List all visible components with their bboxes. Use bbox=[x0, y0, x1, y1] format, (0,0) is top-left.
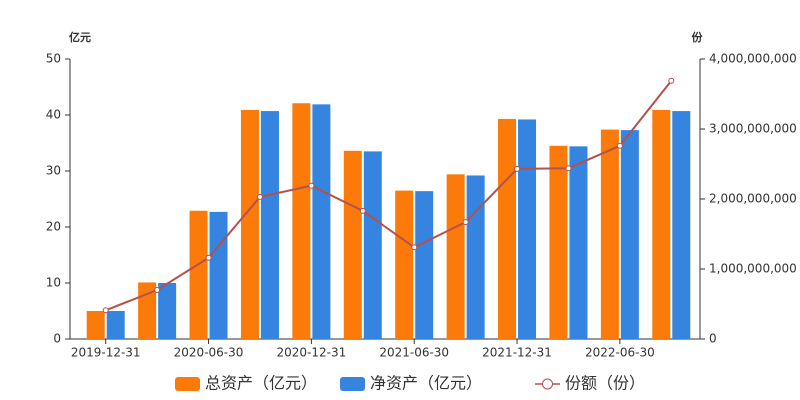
bar bbox=[518, 119, 537, 339]
x-tick-label: 2020-12-31 bbox=[277, 346, 347, 360]
line-point bbox=[668, 77, 675, 84]
bar bbox=[189, 210, 208, 339]
bar bbox=[446, 174, 465, 339]
bar bbox=[652, 109, 671, 340]
y-tick-label: 30 bbox=[46, 164, 61, 178]
bar bbox=[672, 111, 691, 339]
y2-tick-label: 2,000,000,000 bbox=[709, 192, 797, 206]
bar bbox=[312, 104, 331, 339]
bar bbox=[620, 130, 639, 339]
bar bbox=[158, 283, 177, 339]
x-tick-label: 2022-06-30 bbox=[585, 346, 655, 360]
line-point bbox=[462, 219, 469, 226]
line-point bbox=[154, 287, 161, 293]
y-tick-label: 0 bbox=[53, 332, 61, 346]
bar bbox=[466, 175, 485, 339]
bar bbox=[240, 109, 259, 340]
bar bbox=[343, 150, 362, 339]
y2-tick-label: 1,000,000,000 bbox=[709, 262, 797, 276]
bar bbox=[292, 103, 311, 340]
y2-tick-label: 3,000,000,000 bbox=[709, 122, 797, 136]
bar bbox=[415, 191, 434, 339]
x-tick-label: 2021-06-30 bbox=[379, 346, 449, 360]
bar bbox=[549, 145, 568, 339]
line-point bbox=[514, 165, 521, 172]
x-tick-label: 2019-12-31 bbox=[71, 346, 141, 360]
y-tick-label: 20 bbox=[46, 220, 61, 234]
line-point bbox=[411, 244, 418, 251]
line-point bbox=[616, 142, 623, 149]
bar bbox=[209, 211, 228, 339]
bar bbox=[363, 151, 382, 339]
legend-marker bbox=[542, 378, 553, 390]
x-tick-label: 2021-12-31 bbox=[482, 346, 552, 360]
line-point bbox=[308, 182, 315, 189]
legend-swatch bbox=[175, 377, 200, 391]
bar bbox=[498, 118, 517, 339]
legend-label: 净资产（亿元） bbox=[370, 374, 482, 393]
y2-tick-label: 4,000,000,000 bbox=[709, 52, 797, 66]
line bbox=[105, 80, 673, 312]
bar bbox=[600, 129, 619, 339]
line-point bbox=[256, 193, 263, 200]
x-tick-label: 2020-06-30 bbox=[174, 346, 244, 360]
bar bbox=[86, 311, 105, 339]
legend-swatch bbox=[340, 377, 365, 391]
bar bbox=[260, 111, 279, 339]
y-tick-label: 10 bbox=[46, 276, 61, 290]
line-point bbox=[102, 307, 109, 314]
y2-tick-label: 0 bbox=[709, 332, 717, 346]
bar bbox=[106, 311, 125, 339]
y-tick-label: 40 bbox=[46, 108, 61, 122]
bar bbox=[395, 190, 414, 339]
line-point bbox=[359, 207, 366, 214]
bar bbox=[569, 146, 588, 339]
y-axis-title: 亿元 bbox=[69, 30, 91, 44]
legend-label: 份额（份） bbox=[565, 374, 645, 393]
y2-axis-title: 份 bbox=[692, 30, 704, 44]
y-tick-label: 50 bbox=[46, 52, 61, 66]
line-point bbox=[565, 165, 572, 172]
legend-label: 总资产（亿元） bbox=[205, 374, 317, 393]
line-point bbox=[205, 254, 212, 261]
